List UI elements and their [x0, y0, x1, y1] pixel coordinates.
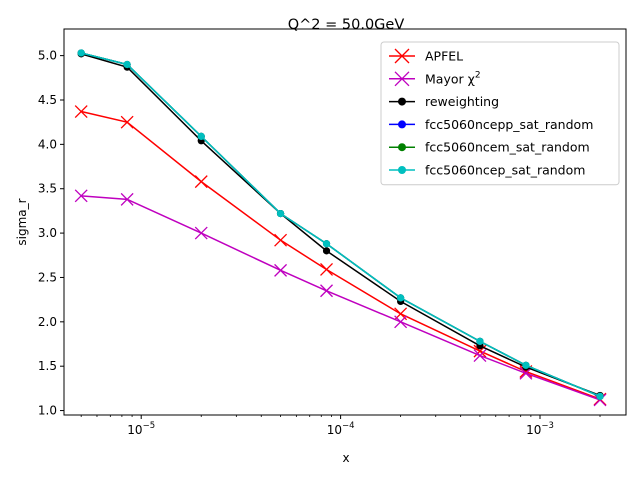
series-1 — [74, 189, 607, 407]
data-point — [394, 71, 410, 87]
data-point — [197, 132, 205, 140]
legend-label: fcc5060ncepp_sat_random — [425, 117, 593, 132]
data-point — [398, 97, 406, 106]
data-point — [120, 192, 134, 206]
data-point — [276, 209, 285, 218]
y-tick-label: 1.0 — [38, 404, 57, 418]
legend-label: fcc5060ncem_sat_random — [425, 140, 590, 155]
data-point — [74, 105, 88, 118]
legend-entry: reweighting — [389, 94, 499, 109]
data-point — [120, 115, 134, 129]
data-point — [398, 120, 406, 129]
data-point — [322, 240, 331, 248]
legend-label: fcc5060ncep_sat_random — [425, 163, 585, 178]
data-point — [274, 233, 288, 247]
legend-entry: APFEL — [389, 49, 463, 64]
x-tick-label: 10−5 — [127, 421, 155, 437]
y-tick-label: 3.0 — [38, 226, 57, 240]
x-tick-label: 10−3 — [526, 421, 554, 437]
data-point — [476, 337, 484, 345]
data-point — [394, 315, 408, 329]
legend-label: APFEL — [425, 49, 463, 64]
legend-entry: fcc5060ncep_sat_random — [389, 163, 585, 178]
y-tick-label: 2.5 — [38, 270, 57, 284]
legend-entry: fcc5060ncem_sat_random — [389, 140, 590, 155]
legend-box — [380, 41, 620, 186]
legend-entry: Mayor χ2 — [389, 70, 481, 86]
data-point — [394, 48, 410, 64]
data-point — [596, 392, 604, 400]
data-point — [320, 263, 333, 276]
plot-area — [74, 49, 607, 407]
y-axis-label: sigma_r — [15, 198, 29, 245]
data-point — [74, 189, 88, 203]
data-point — [398, 143, 406, 152]
plot-frame — [63, 28, 627, 416]
y-tick-label: 5.0 — [38, 49, 57, 63]
data-point — [322, 247, 331, 255]
data-point — [123, 60, 131, 69]
y-axis: 1.0 1.5 2.0 2.5 3.0 3.5 4.0 4.5 5.0 — [38, 49, 64, 418]
y-tick-label: 1.5 — [38, 359, 57, 373]
y-tick-label: 2.0 — [38, 315, 57, 329]
x-axis-label: x — [342, 451, 349, 465]
y-tick-label: 3.5 — [38, 182, 57, 196]
data-point — [77, 49, 85, 57]
legend-label: Mayor χ2 — [425, 70, 481, 86]
y-tick-label: 4.5 — [38, 93, 57, 107]
data-point — [397, 294, 405, 302]
legend-label: reweighting — [425, 94, 499, 109]
series-5 — [77, 49, 604, 400]
data-point — [473, 349, 487, 363]
x-tick-label: 10−4 — [327, 421, 355, 437]
y-tick-label: 4.0 — [38, 137, 57, 151]
x-axis: 10−5 10−4 10−3 — [80, 415, 601, 437]
data-point — [398, 166, 406, 174]
data-point — [320, 284, 333, 298]
chart-title: Q^2 = 50.0GeV — [288, 17, 405, 33]
data-point — [194, 226, 208, 240]
data-point — [194, 175, 208, 189]
data-point — [274, 263, 288, 277]
legend: APFEL Mayor χ2 reweighting fcc5060ncepp_sat… — [380, 41, 620, 186]
legend-entry: fcc5060ncepp_sat_random — [389, 117, 593, 132]
data-point — [522, 361, 530, 369]
